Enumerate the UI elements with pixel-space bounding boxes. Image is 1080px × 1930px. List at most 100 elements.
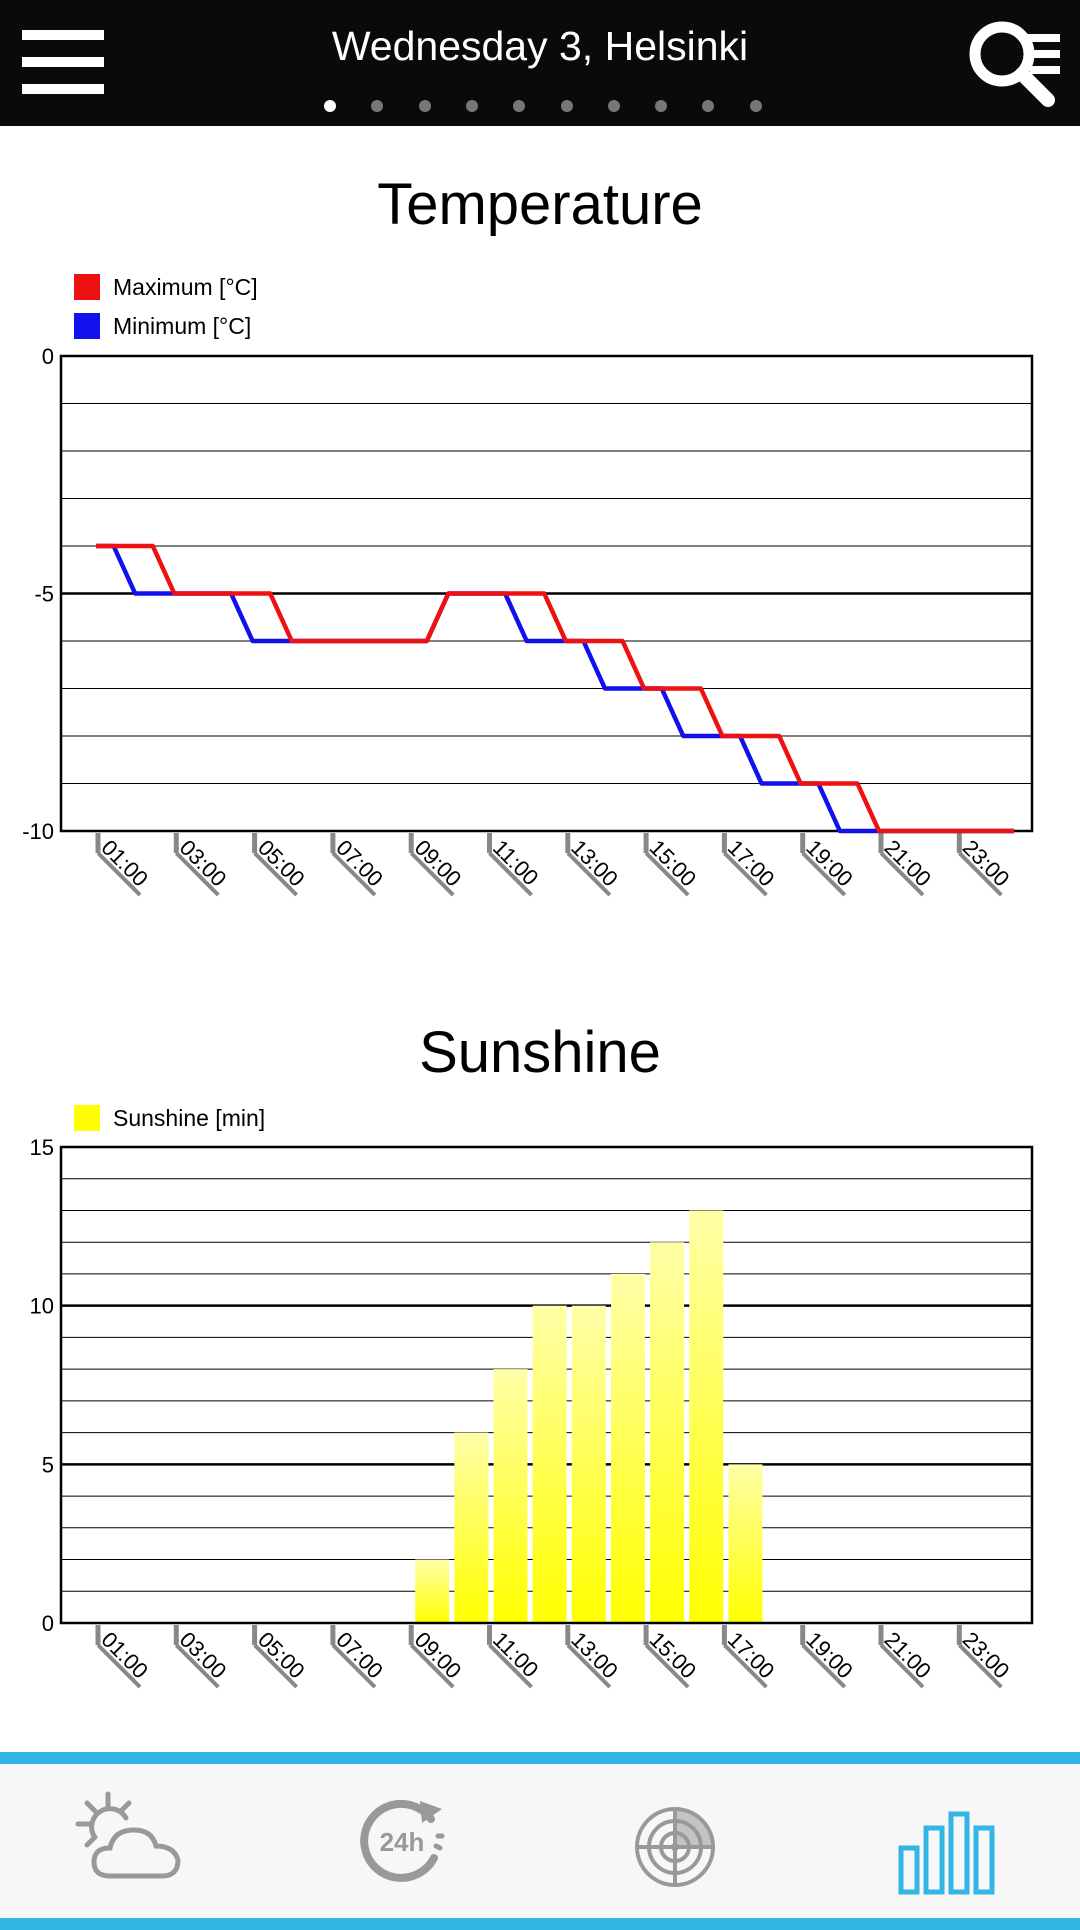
sunshine-x-tick-label: 03:00	[175, 1627, 232, 1684]
sunshine-x-tick-underline	[174, 1643, 220, 1689]
maximum-temperature-line	[96, 543, 1015, 834]
sunshine-bar	[689, 1210, 724, 1623]
temperature-x-tick-underline	[957, 851, 1003, 897]
temperature-y-tick-label: 0	[42, 344, 54, 369]
sunshine-x-tick-underline	[644, 1643, 690, 1689]
page-dot[interactable]	[465, 100, 478, 112]
bar-chart-icon	[898, 1811, 995, 1895]
temperature-x-tick-underline	[331, 851, 377, 897]
temperature-x-tick-underline	[253, 851, 299, 897]
sunshine-x-tick-label: 17:00	[723, 1627, 780, 1684]
temperature-x-tick-underline	[96, 851, 142, 897]
sunshine-plot-frame	[59, 1145, 1034, 1625]
partly-cloudy-icon	[75, 1791, 181, 1879]
temperature-y-tick-label: -5	[34, 582, 54, 607]
sunshine-chart-title: Sunshine	[419, 1020, 661, 1085]
page-dot[interactable]	[655, 100, 668, 112]
svg-text:24h: 24h	[380, 1827, 425, 1857]
temperature-x-tick-label: 09:00	[410, 835, 467, 892]
top-bar: Wednesday 3, Helsinki	[0, 0, 1080, 126]
temperature-x-tick-underline	[409, 851, 455, 897]
sunshine-y-tick-label: 15	[30, 1135, 54, 1160]
sunshine-bar	[728, 1464, 763, 1623]
temperature-x-tick-underline	[879, 851, 925, 897]
temperature-x-tick-label: 23:00	[958, 835, 1015, 892]
sunshine-x-tick-label: 13:00	[566, 1627, 623, 1684]
temperature-x-tick-underline	[644, 851, 690, 897]
temperature-plot-frame	[59, 354, 1034, 833]
sunshine-y-tick-label: 5	[42, 1452, 54, 1477]
legend-label-maximum: Maximum [°C]	[113, 274, 258, 300]
temperature-x-tick-label: 15:00	[645, 835, 702, 892]
page-indicator	[0, 100, 1080, 116]
page-dot[interactable]	[418, 100, 431, 112]
legend-swatch-sunshine	[74, 1105, 100, 1131]
sunshine-x-tick-label: 05:00	[253, 1627, 310, 1684]
temperature-x-tick-underline	[174, 851, 220, 897]
page-dot[interactable]	[702, 100, 715, 112]
page-dot[interactable]	[324, 100, 336, 112]
nav-charts[interactable]	[856, 1776, 1036, 1906]
sunshine-bar	[650, 1242, 685, 1623]
sunshine-y-tick-label: 0	[42, 1611, 54, 1636]
legend-swatch-maximum	[74, 274, 100, 300]
sunshine-x-tick-label: 09:00	[410, 1627, 467, 1684]
temperature-x-tick-underline	[801, 851, 847, 897]
sunshine-bar	[454, 1432, 489, 1623]
sunshine-bar	[610, 1273, 645, 1623]
temperature-x-tick-label: 13:00	[566, 835, 623, 892]
sunshine-x-tick-label: 01:00	[96, 1627, 153, 1684]
24h-forecast-icon: 24h	[360, 1799, 445, 1882]
radar-icon	[635, 1807, 715, 1887]
page-title: Wednesday 3, Helsinki	[331, 23, 749, 69]
sunshine-x-tick-underline	[96, 1643, 142, 1689]
legend-label-minimum: Minimum [°C]	[113, 313, 252, 339]
page-dot[interactable]	[749, 100, 762, 112]
sunshine-x-tick-label: 07:00	[331, 1627, 388, 1684]
temperature-x-tick-underline	[722, 851, 768, 897]
sunshine-x-tick-underline	[488, 1643, 533, 1689]
sunshine-x-tick-underline	[801, 1643, 847, 1689]
temperature-x-tick-label: 21:00	[879, 835, 936, 892]
sunshine-bar	[493, 1369, 528, 1623]
nav-radar[interactable]	[585, 1776, 765, 1906]
sunshine-x-tick-underline	[331, 1643, 377, 1689]
page-dot[interactable]	[607, 100, 620, 112]
temperature-x-tick-underline	[566, 851, 612, 897]
legend-swatch-minimum	[74, 313, 100, 339]
sunshine-x-tick-label: 23:00	[958, 1627, 1015, 1684]
sunshine-x-tick-underline	[879, 1643, 925, 1689]
page-dot[interactable]	[513, 100, 526, 112]
legend-label-sunshine: Sunshine [min]	[113, 1105, 266, 1131]
nav-24h-forecast[interactable]: 24h	[316, 1776, 496, 1906]
sunshine-x-tick-label: 21:00	[879, 1627, 936, 1684]
temperature-x-tick-label: 01:00	[96, 835, 153, 892]
temperature-y-tick-label: -10	[22, 819, 54, 844]
temperature-chart-title: Temperature	[377, 172, 703, 237]
sunshine-x-tick-label: 15:00	[645, 1627, 702, 1684]
sunshine-x-tick-label: 19:00	[801, 1627, 858, 1684]
page-dot[interactable]	[560, 100, 573, 112]
page-dot[interactable]	[371, 100, 384, 112]
minimum-temperature-line	[96, 543, 1015, 834]
bottom-nav: 24h	[0, 1752, 1080, 1930]
sunshine-bar	[571, 1305, 606, 1623]
temperature-x-tick-label: 19:00	[801, 835, 858, 892]
temperature-x-tick-underline	[488, 851, 533, 897]
menu-icon[interactable]	[22, 30, 104, 94]
sunshine-bar	[532, 1305, 567, 1623]
sunshine-x-tick-underline	[566, 1643, 612, 1689]
temperature-x-tick-label: 17:00	[723, 835, 780, 892]
temperature-x-tick-label: 07:00	[331, 835, 388, 892]
sunshine-y-tick-label: 10	[30, 1294, 54, 1319]
sunshine-x-tick-underline	[253, 1643, 299, 1689]
temperature-x-tick-label: 05:00	[253, 835, 310, 892]
nav-weather-now[interactable]	[44, 1776, 224, 1906]
search-list-icon[interactable]	[964, 16, 1064, 116]
temperature-x-tick-label: 03:00	[175, 835, 232, 892]
sunshine-x-tick-underline	[722, 1643, 768, 1689]
sunshine-bar	[415, 1559, 450, 1623]
sunshine-x-tick-underline	[409, 1643, 455, 1689]
